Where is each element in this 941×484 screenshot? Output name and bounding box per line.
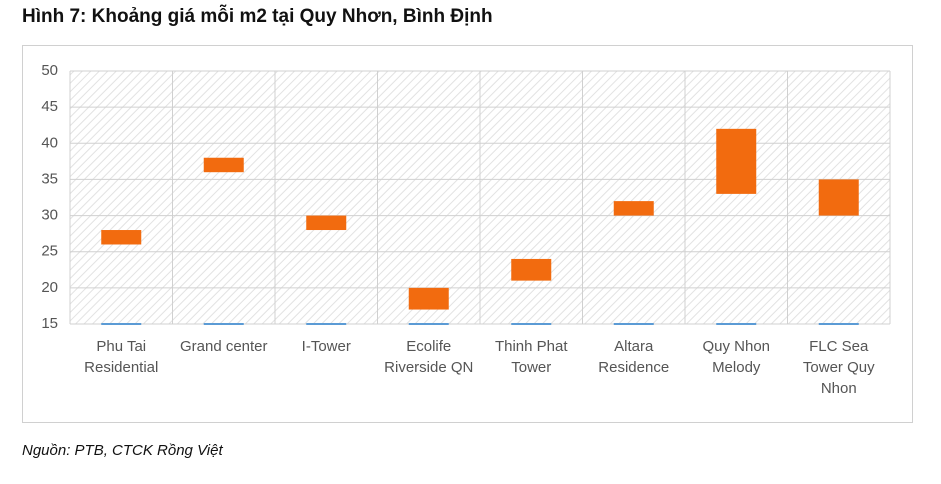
y-tick-label: 20 [41, 279, 58, 296]
x-tick-label: Ecolife Riverside QN [384, 338, 474, 376]
x-tick-label-box: Thinh Phat Tower [494, 338, 568, 376]
x-tick-label: Grand center [179, 338, 268, 355]
range-bar [818, 179, 859, 216]
x-tick-label-box: Phu Tai Residential [84, 338, 159, 376]
y-tick-label: 40 [41, 134, 58, 151]
range-bar [613, 201, 654, 216]
x-tick-label: I-Tower [301, 338, 351, 355]
chart-title: Hình 7: Khoảng giá mỗi m2 tại Quy Nhơn, … [22, 6, 493, 27]
y-tick-label: 15 [41, 315, 58, 332]
x-tick-label-box: FLC Sea Tower Quy Nhon [802, 338, 875, 397]
x-tick-label: Altara Residence [598, 338, 670, 376]
y-tick-label: 30 [41, 207, 58, 224]
y-tick-label: 45 [41, 98, 58, 115]
source-note: Nguồn: PTB, CTCK Rồng Việt [22, 442, 223, 459]
y-tick-label: 25 [41, 243, 58, 260]
range-bar [716, 128, 757, 194]
range-bar [203, 157, 244, 173]
x-tick-label-box: Grand center [179, 338, 268, 355]
x-tick-label-box: Ecolife Riverside QN [384, 338, 474, 376]
x-tick-label-box: I-Tower [301, 338, 351, 355]
x-tick-label: Quy Nhon Melody [702, 338, 771, 376]
range-bar [511, 258, 552, 281]
range-bar [306, 215, 347, 231]
range-bar [101, 230, 142, 245]
y-tick-label: 35 [41, 170, 58, 187]
x-tick-label: Phu Tai Residential [84, 338, 159, 376]
x-tick-label: FLC Sea Tower Quy Nhon [802, 338, 875, 397]
x-tick-label-box: Altara Residence [598, 338, 670, 376]
x-tick-label-box: Quy Nhon Melody [702, 338, 771, 376]
range-bar [408, 287, 449, 310]
chart-frame [22, 45, 913, 423]
y-tick-label: 50 [41, 62, 58, 79]
x-tick-label: Thinh Phat Tower [494, 338, 568, 376]
